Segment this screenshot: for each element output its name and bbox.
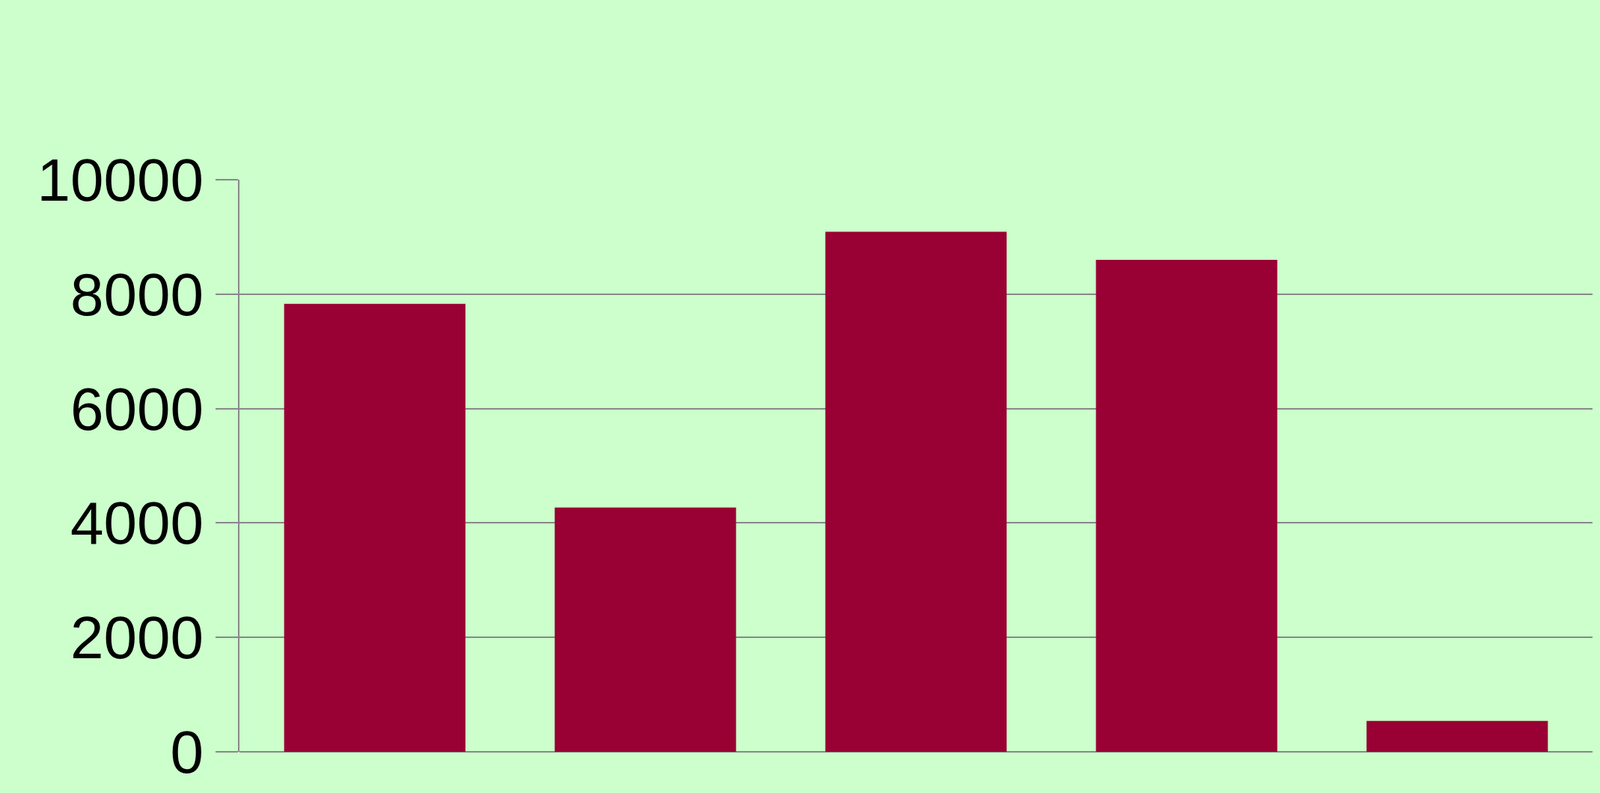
svg-text:0: 0 [170,718,205,786]
svg-text:10000: 10000 [37,146,204,214]
svg-text:8000: 8000 [70,261,204,328]
svg-text:4000: 4000 [70,489,204,557]
svg-text:2000: 2000 [70,603,204,671]
svg-text:6000: 6000 [70,375,204,443]
